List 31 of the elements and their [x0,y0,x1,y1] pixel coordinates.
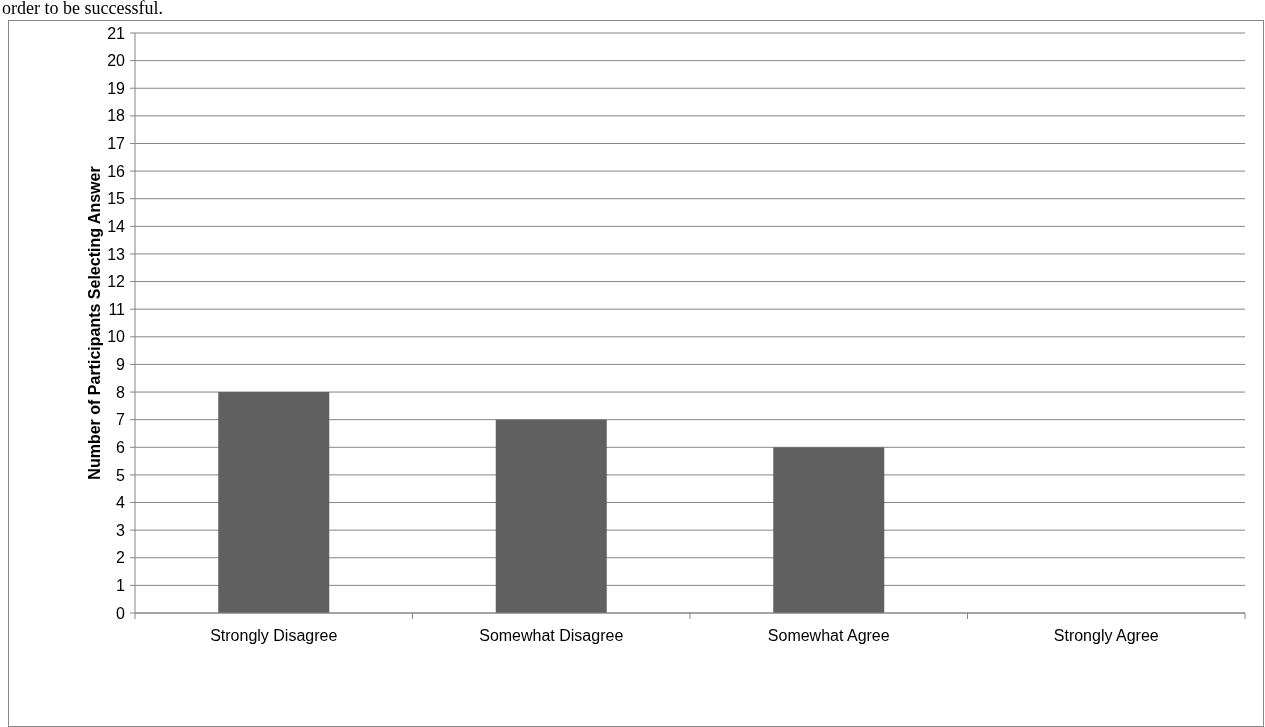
y-tick-label: 8 [116,383,126,401]
y-axis-title: Number of Participants Selecting Answer [86,166,103,480]
y-tick-label: 20 [107,52,126,70]
y-tick-label: 4 [116,494,126,512]
y-tick-label: 13 [107,245,126,263]
x-tick-label: Strongly Agree [1053,627,1159,644]
y-tick-label: 17 [107,135,126,153]
y-tick-label: 15 [107,190,126,208]
y-tick-label: 10 [107,328,126,346]
y-tick-label: 3 [116,521,126,539]
y-tick-label: 12 [107,273,126,291]
y-tick-label: 16 [107,162,126,180]
bar [495,419,607,613]
y-tick-label: 0 [116,604,126,622]
y-tick-label: 11 [108,300,126,318]
y-tick-label: 18 [107,107,126,125]
bar [773,447,885,613]
y-tick-label: 2 [116,549,126,567]
x-tick-label: Somewhat Disagree [479,627,624,644]
y-tick-label: 14 [107,217,126,235]
bar [218,392,330,613]
y-tick-label: 21 [107,24,126,42]
x-tick-label: Strongly Disagree [210,627,338,644]
y-tick-label: 6 [116,438,126,456]
y-tick-label: 19 [107,79,126,97]
y-tick-label: 1 [116,576,126,594]
y-tick-label: 9 [116,356,126,374]
y-tick-label: 7 [116,411,126,429]
text: order to be successful. [2,0,163,18]
x-tick-label: Somewhat Agree [767,627,890,644]
y-tick-label: 5 [116,466,126,484]
